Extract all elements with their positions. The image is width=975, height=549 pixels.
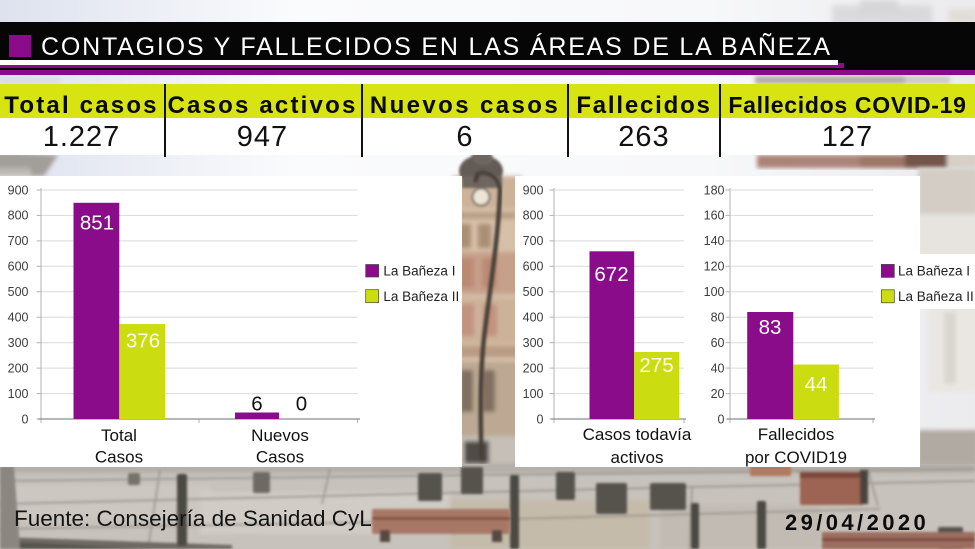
svg-text:Fallecidos: Fallecidos — [758, 425, 835, 444]
svg-text:851: 851 — [80, 212, 114, 235]
svg-text:40: 40 — [711, 361, 725, 375]
svg-text:180: 180 — [704, 183, 725, 197]
svg-text:La Bañeza II: La Bañeza II — [898, 289, 974, 304]
svg-text:Total: Total — [101, 426, 137, 445]
svg-text:6: 6 — [251, 393, 262, 416]
svg-text:100: 100 — [8, 387, 29, 401]
svg-text:83: 83 — [759, 316, 782, 339]
svg-text:300: 300 — [8, 336, 29, 350]
svg-text:120: 120 — [704, 260, 725, 274]
svg-text:0: 0 — [22, 412, 29, 426]
svg-text:Casos: Casos — [256, 448, 304, 467]
svg-text:600: 600 — [8, 260, 29, 274]
svg-text:500: 500 — [8, 285, 29, 299]
svg-text:44: 44 — [805, 373, 828, 396]
svg-text:275: 275 — [639, 354, 673, 377]
svg-text:60: 60 — [711, 336, 725, 350]
svg-text:376: 376 — [126, 329, 160, 352]
svg-text:por COVID19: por COVID19 — [745, 448, 847, 467]
svg-text:800: 800 — [8, 209, 29, 223]
svg-text:700: 700 — [523, 234, 544, 248]
svg-text:0: 0 — [296, 393, 307, 416]
svg-text:140: 140 — [704, 234, 725, 248]
svg-text:100: 100 — [704, 285, 725, 299]
svg-text:20: 20 — [711, 387, 725, 401]
svg-text:Casos todavía: Casos todavía — [583, 425, 692, 444]
svg-text:0: 0 — [718, 412, 725, 426]
svg-text:900: 900 — [523, 183, 544, 197]
svg-text:500: 500 — [523, 285, 544, 299]
svg-text:200: 200 — [523, 361, 544, 375]
svg-text:100: 100 — [523, 387, 544, 401]
svg-text:La Bañeza II: La Bañeza II — [383, 289, 459, 304]
svg-text:700: 700 — [8, 234, 29, 248]
svg-text:672: 672 — [594, 263, 628, 286]
svg-text:300: 300 — [523, 336, 544, 350]
svg-text:0: 0 — [537, 412, 544, 426]
svg-text:La Bañeza I: La Bañeza I — [383, 264, 455, 279]
svg-text:activos: activos — [611, 448, 664, 467]
svg-text:Casos: Casos — [95, 448, 143, 467]
svg-text:600: 600 — [523, 260, 544, 274]
svg-text:La Bañeza I: La Bañeza I — [898, 264, 970, 279]
svg-text:900: 900 — [8, 183, 29, 197]
svg-text:160: 160 — [704, 209, 725, 223]
svg-text:200: 200 — [8, 361, 29, 375]
svg-text:800: 800 — [523, 209, 544, 223]
svg-text:400: 400 — [523, 311, 544, 325]
svg-text:400: 400 — [8, 311, 29, 325]
svg-text:80: 80 — [711, 311, 725, 325]
svg-text:Nuevos: Nuevos — [251, 426, 309, 445]
